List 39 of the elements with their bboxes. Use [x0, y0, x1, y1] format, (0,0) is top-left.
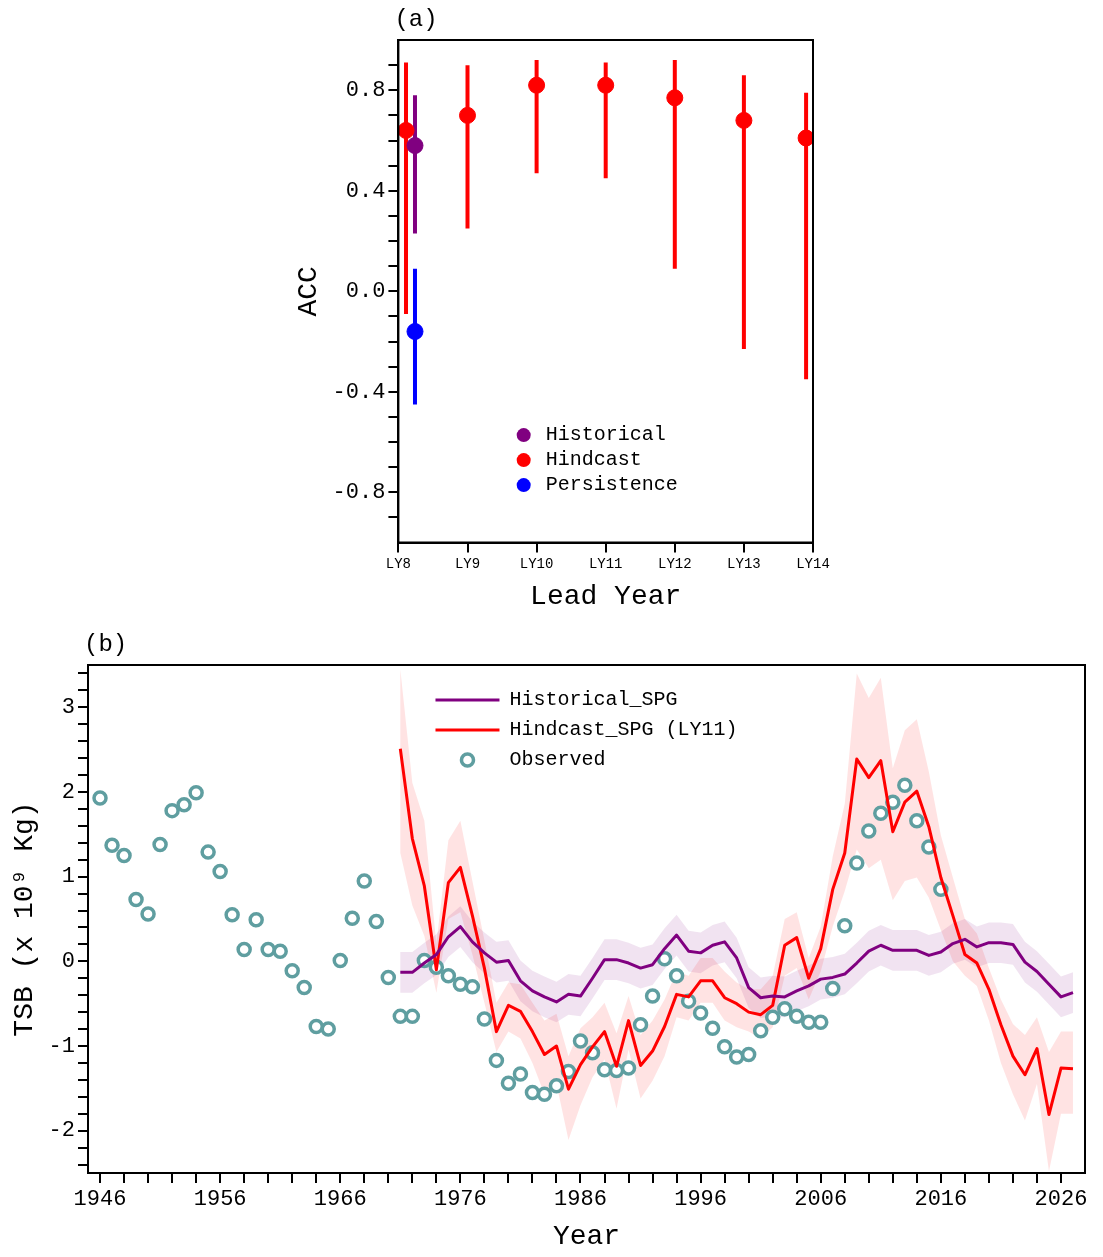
y-tick-label: 2	[61, 779, 75, 805]
x-tick-label: LY8	[385, 555, 412, 572]
x-tick-label: 1986	[554, 1187, 607, 1213]
y-tick-label: 0.4	[345, 178, 386, 204]
x-tick-label: LY12	[658, 555, 692, 572]
x-tick-label: LY11	[588, 555, 623, 572]
x-tick-label: LY13	[727, 555, 761, 572]
chart-title: (b)	[84, 631, 128, 659]
x-tick-label: 2026	[1034, 1187, 1088, 1213]
y-tick-label: -0.4	[332, 379, 386, 405]
y-axis-title: TSB (x 10⁹ Kg)	[9, 801, 41, 1037]
x-tick-label: 1976	[433, 1187, 487, 1213]
x-tick-label: LY9	[454, 555, 481, 572]
legend-label: Observed	[509, 748, 606, 772]
x-tick-label: 2016	[914, 1187, 968, 1213]
y-tick-label: -0.8	[332, 480, 386, 506]
x-axis-title: Lead Year	[530, 580, 682, 612]
legend-label: Historical	[545, 423, 666, 447]
x-tick-label: 1966	[313, 1187, 367, 1213]
chart-title: (a)	[394, 6, 438, 34]
legend-label: Hindcast	[545, 448, 642, 472]
y-tick-label: -2	[48, 1118, 75, 1144]
x-axis-title: Year	[552, 1220, 621, 1252]
y-tick-label: 0.0	[345, 279, 386, 305]
x-tick-label: LY14	[796, 555, 830, 572]
y-tick-label: 3	[61, 695, 75, 721]
legend-label: Historical_SPG	[509, 688, 678, 712]
x-tick-label: 1996	[674, 1187, 728, 1213]
x-tick-label: 1956	[193, 1187, 247, 1213]
y-axis-title: ACC	[293, 266, 325, 317]
y-tick-label: 1	[61, 864, 75, 890]
y-tick-label: -1	[48, 1033, 75, 1059]
x-tick-label: 2006	[794, 1187, 848, 1213]
legend-label: Persistence	[545, 473, 678, 497]
y-tick-label: 0.8	[345, 78, 386, 104]
y-tick-label: 0	[61, 949, 75, 975]
x-tick-label: 1946	[73, 1187, 127, 1213]
legend-label: Hindcast_SPG (LY11)	[509, 718, 738, 742]
x-tick-label: LY10	[519, 555, 554, 572]
